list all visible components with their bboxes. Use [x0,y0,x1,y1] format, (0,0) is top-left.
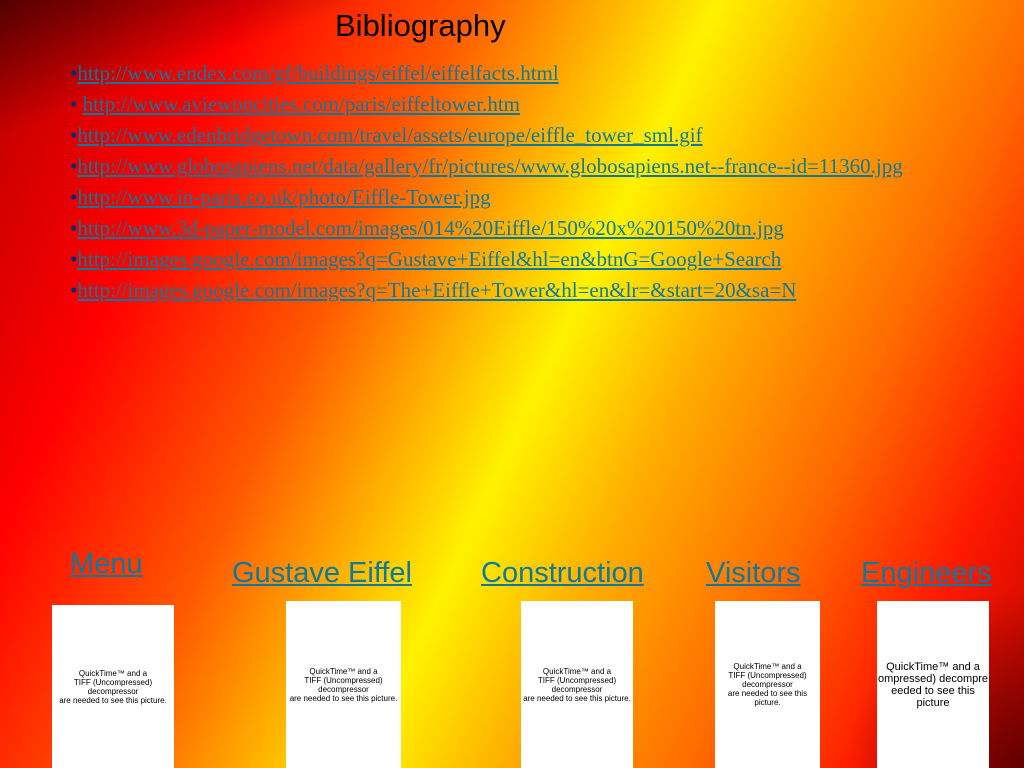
bibliography-item: •http://www.endex.com/gf/buildings/eiffe… [70,58,910,89]
bibliography-link-6[interactable]: http://www.3d-paper-model.com/images/014… [77,216,784,240]
bibliography-item: •http://images.google.com/images?q=Gusta… [70,244,910,275]
bibliography-link-3[interactable]: http://www.edenbridgetown.com/travel/ass… [77,123,703,147]
bibliography-link-5[interactable]: http://www.in-paris.co.uk/photo/Eiffle-T… [77,185,491,209]
bullet: • [70,61,78,85]
placeholder-text: QuickTime™ and a TIFF (Uncompressed) dec… [727,662,808,707]
bibliography-item: • http://www.aviewoncities.com/paris/eif… [70,89,910,120]
bullet: • [70,123,78,147]
quicktime-placeholder-image: QuickTime™ and a TIFF (Uncompressed) dec… [286,601,401,768]
bibliography-link-2[interactable]: http://www.aviewoncities.com/paris/eiffe… [82,92,521,116]
bibliography-item: •http://www.3d-paper-model.com/images/01… [70,213,910,244]
bibliography-link-4[interactable]: http://www.globosapiens.net/data/gallery… [77,154,903,178]
nav-visitors-link[interactable]: Visitors [706,557,801,589]
nav-engineers-link[interactable]: Engineers [861,557,992,589]
page-title: Bibliography [335,8,506,43]
placeholder-text: QuickTime™ and a ompressed) decompre eed… [877,660,989,709]
bibliography-link-7[interactable]: http://images.google.com/images?q=Gustav… [77,247,782,271]
bullet: • [70,247,78,271]
bibliography-list: •http://www.endex.com/gf/buildings/eiffe… [70,58,910,306]
bibliography-item: •http://www.in-paris.co.uk/photo/Eiffle-… [70,182,910,213]
placeholder-text: QuickTime™ and a TIFF (Uncompressed) dec… [289,666,398,703]
bullet: • [70,92,78,116]
bibliography-item: •http://www.globosapiens.net/data/galler… [70,151,910,182]
bullet: • [70,154,78,178]
bullet: • [70,216,78,240]
bullet: • [70,278,78,302]
bibliography-link-1[interactable]: http://www.endex.com/gf/buildings/eiffel… [77,61,559,85]
placeholder-text: QuickTime™ and a TIFF (Uncompressed) dec… [523,666,631,703]
bullet: • [70,185,78,209]
quicktime-placeholder-image: QuickTime™ and a TIFF (Uncompressed) dec… [715,601,820,768]
quicktime-placeholder-image: QuickTime™ and a TIFF (Uncompressed) dec… [52,605,174,768]
bibliography-link-8[interactable]: http://images.google.com/images?q=The+Ei… [77,278,797,302]
quicktime-placeholder-image: QuickTime™ and a ompressed) decompre eed… [877,601,989,768]
nav-menu-link[interactable]: Menu [70,548,143,580]
nav-construction-link[interactable]: Construction [481,557,644,589]
quicktime-placeholder-image: QuickTime™ and a TIFF (Uncompressed) dec… [521,601,633,768]
nav-gustave-eiffel-link[interactable]: Gustave Eiffel [232,557,413,589]
placeholder-text: QuickTime™ and a TIFF (Uncompressed) dec… [59,668,167,705]
bibliography-item: •http://images.google.com/images?q=The+E… [70,275,910,306]
bibliography-item: •http://www.edenbridgetown.com/travel/as… [70,120,910,151]
